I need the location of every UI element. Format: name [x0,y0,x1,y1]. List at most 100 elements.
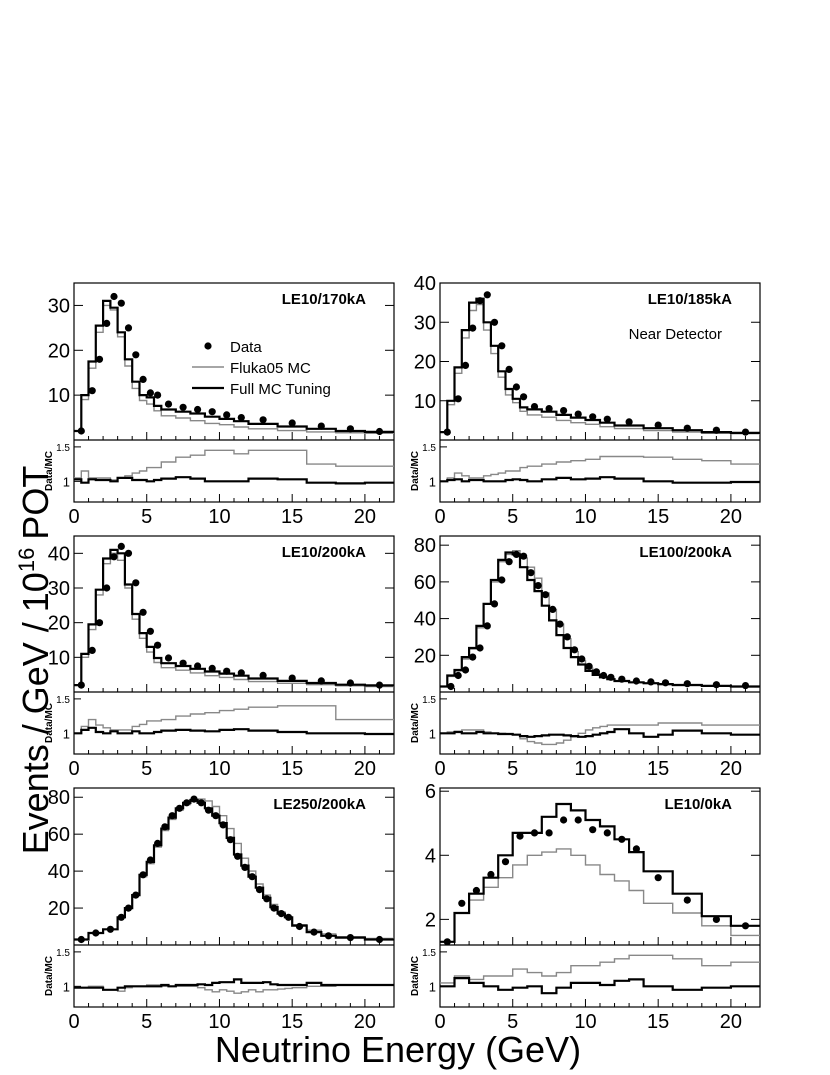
data-point [498,342,506,350]
data-point [110,553,118,561]
ratio-fluka05-mc [74,984,394,994]
panel-frame [439,282,761,503]
ratio-full-mc-tuning [74,978,394,991]
data-point [512,550,521,559]
data-point [146,389,154,397]
xtick-label: 5 [141,1011,152,1033]
data-point [139,871,147,879]
panel-title: LE10/200kA [282,544,366,561]
data-point [683,896,691,904]
ytick-label: 10 [48,385,70,407]
data-point [603,829,611,837]
data-point [549,605,557,614]
xtick-label: 15 [281,758,303,780]
data-point [505,365,513,373]
ratio-axis-label: Data/MC [410,956,421,996]
ratio-ytick-label: 1 [63,726,70,741]
data-point [95,619,104,627]
data-point [103,584,111,592]
xtick-label: 5 [141,506,152,528]
data-point [154,839,162,848]
data-point [77,427,85,435]
data-point [589,826,597,834]
panel-title: LE10/185kA [648,291,732,308]
data-point [164,654,173,662]
data-point [117,913,125,921]
ytick-label: 40 [48,861,70,883]
xtick-label: 20 [720,1011,742,1033]
figure-ylabel: Events / GeV / 1016 POT [14,466,56,855]
series-fluka05-mc [440,848,760,943]
legend-marker-data [204,342,212,350]
xtick-label: 10 [208,1011,230,1033]
data-point [483,291,491,299]
xtick-label: 15 [647,758,669,780]
data-point [632,677,641,685]
data-point [95,355,104,363]
ylabel-exponent: 16 [14,548,39,572]
ratio-ytick-label: 1.5 [56,695,70,706]
ytick-label: 20 [414,352,436,374]
xtick-label: 20 [354,758,376,780]
data-point [447,682,455,691]
ytick-label: 40 [414,609,436,631]
data-point [110,292,118,301]
ytick-label: 30 [48,578,70,600]
ratio-full-mc-tuning [74,726,394,736]
ratio-fluka05-mc [74,449,394,481]
ratio-full-mc-tuning [440,977,760,995]
ytick-label: 80 [48,787,70,809]
ylabel-tail: POT [15,466,56,540]
xtick-label: 15 [281,506,303,528]
ytick-label: 30 [414,312,436,334]
ytick-label: 40 [414,273,436,295]
data-point [375,681,384,689]
data-point [589,413,597,421]
data-point [204,806,213,814]
ratio-fluka05-mc [74,705,394,734]
series-full-mc-tuning [440,297,760,434]
data-point [375,427,384,436]
data-point [592,668,601,676]
data-point [284,913,293,921]
data-point [175,804,184,812]
ytick-label: 40 [48,543,70,565]
ratio-ytick-label: 1 [63,474,70,489]
data-point [541,591,550,599]
data-point [603,415,611,423]
data-point [472,886,480,895]
data-point [241,863,249,872]
data-point [226,836,234,844]
xtick-label: 15 [647,1011,669,1033]
panel-frame [439,535,761,755]
xtick-label: 10 [574,506,596,528]
data-point [443,428,451,436]
xtick-label: 5 [507,1011,518,1033]
data-point [585,662,593,670]
data-point [741,922,750,930]
data-point [618,675,626,683]
data-point [563,633,571,641]
xtick-label: 20 [720,758,742,780]
panel-annotation: Near Detector [629,326,722,343]
xtick-label: 0 [434,758,445,780]
data-point [545,829,553,837]
data-point [124,904,133,912]
xtick-label: 10 [208,758,230,780]
ratio-ytick-label: 1.5 [422,948,436,959]
data-point [654,874,662,882]
ylabel-main: Events / GeV / 10 [15,572,56,854]
data-point [712,426,721,434]
ytick-label: 60 [414,572,436,594]
data-point [454,671,462,680]
data-point [469,324,477,332]
ratio-fluka05-mc [440,455,760,482]
data-point [288,419,296,427]
data-point [712,681,721,689]
data-point [476,297,484,305]
data-point [458,899,466,907]
xtick-label: 0 [434,1011,445,1033]
data-point [487,870,495,879]
